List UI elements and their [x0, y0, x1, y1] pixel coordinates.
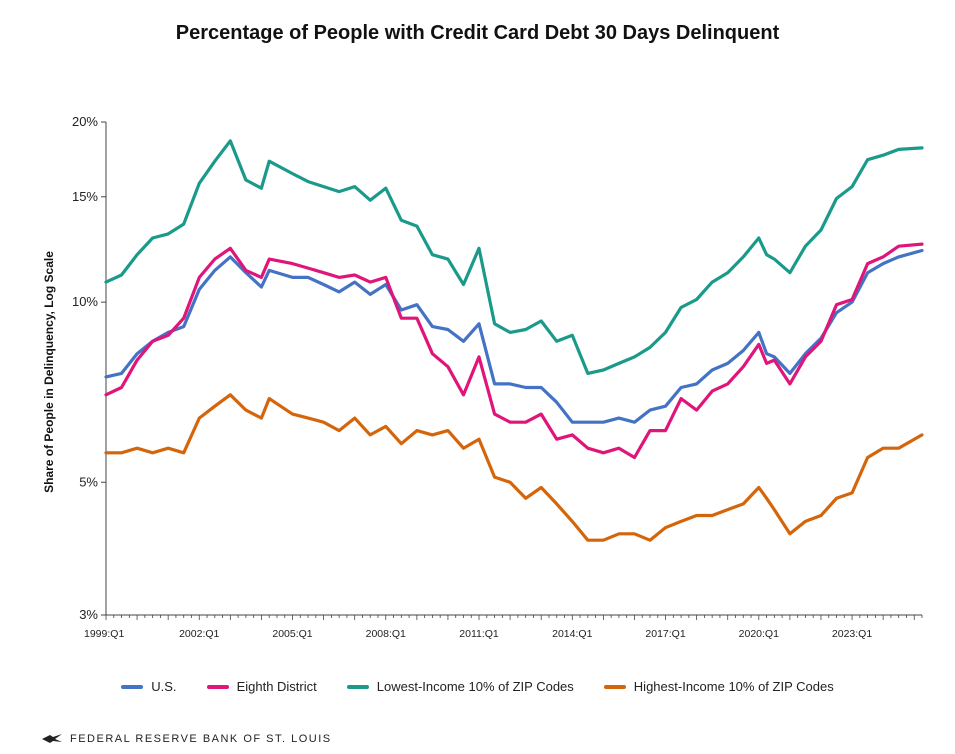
- x-tick-label: 1999:Q1: [84, 628, 124, 640]
- legend-item-us: U.S.: [121, 679, 177, 694]
- x-tick-label: 2020:Q1: [739, 628, 779, 640]
- x-tick-label: 2023:Q1: [832, 628, 872, 640]
- x-tick-label: 2002:Q1: [179, 628, 219, 640]
- legend-label: U.S.: [151, 679, 177, 694]
- footer: FEDERAL RESERVE BANK OF ST. LOUIS: [42, 733, 332, 745]
- chart-axes: 3% 5% 10% 15% 20% 1999:Q1 2002:Q1 2005:Q1 2008:Q…: [72, 114, 923, 640]
- y-tick-label: 20%: [72, 114, 98, 129]
- x-tick-label: 2014:Q1: [552, 628, 592, 640]
- series-line-eighth: [104, 242, 924, 460]
- y-tick-label: 10%: [72, 294, 98, 309]
- legend-item-eighth: Eighth District: [206, 679, 317, 694]
- legend-label: Highest-Income 10% of ZIP Codes: [633, 679, 834, 694]
- y-tick-label: 3%: [79, 607, 98, 622]
- series-line-highest: [104, 393, 924, 542]
- legend-swatch: [346, 684, 369, 689]
- series-line-us: [104, 248, 924, 424]
- x-tick-label: 2008:Q1: [366, 628, 406, 640]
- x-tick-label: 2011:Q1: [459, 628, 499, 640]
- x-tick-label: 2017:Q1: [645, 628, 685, 640]
- series-layer: [104, 139, 924, 542]
- legend-label: Eighth District: [236, 679, 317, 694]
- legend-label: Lowest-Income 10% of ZIP Codes: [376, 679, 574, 694]
- legend-swatch: [603, 684, 626, 689]
- chart-legend: U.S. Eighth District Lowest-Income 10% of …: [0, 679, 955, 694]
- legend-item-lowest: Lowest-Income 10% of ZIP Codes: [346, 679, 574, 694]
- series-line-lowest: [104, 139, 924, 375]
- legend-item-highest: Highest-Income 10% of ZIP Codes: [603, 679, 834, 694]
- y-tick-label: 15%: [72, 189, 98, 204]
- y-axis-label: Share of People in Delinquency, Log Scal…: [42, 251, 56, 493]
- eagle-logo-icon: [42, 734, 62, 743]
- y-tick-label: 5%: [79, 474, 98, 489]
- legend-swatch: [206, 684, 229, 689]
- footer-text: FEDERAL RESERVE BANK OF ST. LOUIS: [70, 733, 332, 745]
- legend-swatch: [121, 684, 144, 689]
- x-tick-label: 2005:Q1: [272, 628, 312, 640]
- chart-title: Percentage of People with Credit Card De…: [175, 22, 780, 44]
